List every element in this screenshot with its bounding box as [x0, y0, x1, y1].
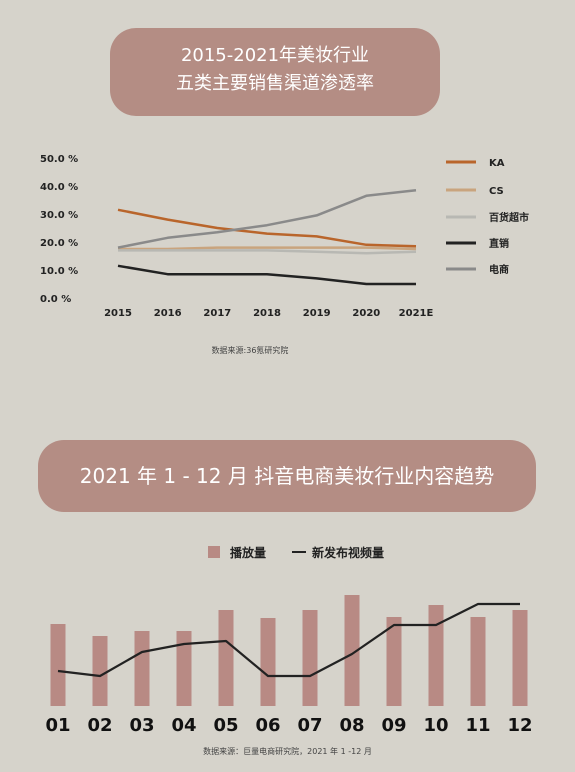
y-tick-label: 0.0 % — [40, 294, 71, 305]
chart1-title-banner: 2015-2021年美妆行业 五类主要销售渠道渗透率 — [110, 28, 440, 116]
bar-12 — [512, 610, 528, 706]
month-label: 12 — [507, 715, 532, 736]
legend-label: 直销 — [489, 237, 509, 250]
y-tick-label: 50.0 % — [40, 154, 78, 165]
x-tick-label: 2020 — [352, 308, 380, 319]
bar-02 — [92, 636, 108, 706]
series-line-0 — [117, 208, 417, 248]
month-label: 05 — [213, 715, 238, 736]
month-label: 10 — [423, 715, 448, 736]
legend-label: KA — [489, 158, 505, 169]
month-label: 08 — [339, 715, 364, 736]
legend-label-line: 新发布视频量 — [312, 545, 384, 560]
bar-09 — [386, 617, 402, 706]
channel-penetration-chart: 0.0 % 10.0 % 20.0 % 30.0 % 40.0 % 50.0 % 2015… — [40, 154, 529, 319]
new-video-line — [57, 602, 520, 678]
month-label: 03 — [129, 715, 154, 736]
x-tick-label: 2019 — [303, 308, 331, 319]
chart2-title: 2021 年 1 - 12 月 抖音电商美妆行业内容趋势 — [79, 464, 495, 488]
chart1-title: 2015-2021年美妆行业 — [180, 45, 370, 66]
x-tick-label: 2016 — [154, 308, 182, 319]
chart1-subtitle: 五类主要销售渠道渗透率 — [176, 73, 374, 94]
month-label: 06 — [255, 715, 280, 736]
series-line-4 — [117, 188, 417, 249]
month-label: 02 — [87, 715, 112, 736]
y-tick-label: 40.0 % — [40, 182, 78, 193]
month-label: 07 — [297, 715, 322, 736]
y-tick-label: 30.0 % — [40, 210, 78, 221]
x-tick-label: 2021E — [399, 308, 434, 319]
bar-08 — [344, 595, 360, 706]
bar-03 — [134, 631, 150, 706]
bar-06 — [260, 618, 276, 706]
bar-05 — [218, 610, 234, 706]
y-tick-label: 10.0 % — [40, 266, 78, 277]
x-tick-label: 2017 — [203, 308, 231, 319]
y-tick-label: 20.0 % — [40, 238, 78, 249]
legend-label-bar: 播放量 — [230, 545, 266, 560]
bar-01 — [50, 624, 66, 706]
month-label: 01 — [45, 715, 70, 736]
x-tick-label: 2015 — [104, 308, 132, 319]
chart2-source: 数据来源：巨量电商研究院，2021 年 1 -12 月 — [203, 747, 372, 756]
chart2-title-banner: 2021 年 1 - 12 月 抖音电商美妆行业内容趋势 — [38, 440, 536, 512]
legend-label: CS — [489, 186, 504, 197]
series-line-3 — [117, 264, 416, 286]
bar-07 — [302, 610, 318, 706]
legend-label: 百货超市 — [489, 211, 529, 224]
bar-10 — [428, 605, 444, 706]
legend-swatch-bar — [208, 546, 220, 558]
month-label: 04 — [171, 715, 196, 736]
month-label: 11 — [465, 715, 490, 736]
x-tick-label: 2018 — [253, 308, 281, 319]
bar-11 — [470, 617, 486, 706]
month-label: 09 — [381, 715, 406, 736]
series-line-1 — [118, 246, 417, 251]
series-line-2 — [118, 249, 417, 255]
legend-label: 电商 — [489, 263, 509, 276]
bar-04 — [176, 631, 192, 706]
chart1-source: 数据来源:36氪研究院 — [211, 346, 289, 355]
